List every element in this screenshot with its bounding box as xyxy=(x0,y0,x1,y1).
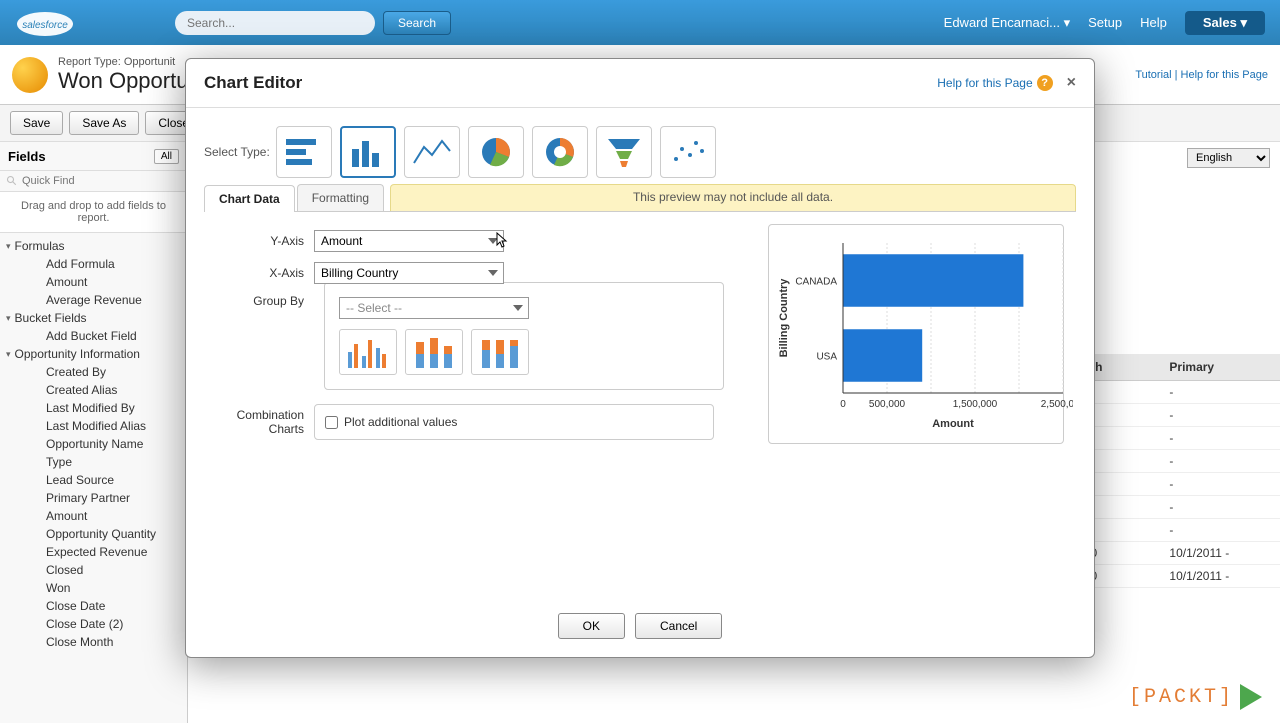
chart-type-pie[interactable] xyxy=(468,126,524,178)
tab-chart-data[interactable]: Chart Data xyxy=(204,185,295,212)
svg-text:CANADA: CANADA xyxy=(795,277,837,288)
svg-text:USA: USA xyxy=(816,352,837,363)
modal-help-link[interactable]: Help for this Page ? xyxy=(937,75,1052,91)
plot-additional-checkbox[interactable]: Plot additional values xyxy=(325,415,703,429)
chart-type-hbar[interactable] xyxy=(276,126,332,178)
preview-warning: This preview may not include all data. xyxy=(390,184,1076,211)
groupby-select[interactable]: -- Select -- xyxy=(339,297,529,319)
group-style-3[interactable] xyxy=(471,329,529,375)
cancel-button[interactable]: Cancel xyxy=(635,613,722,639)
chart-type-scatter[interactable] xyxy=(660,126,716,178)
ok-button[interactable]: OK xyxy=(558,613,625,639)
svg-text:Amount: Amount xyxy=(932,418,974,430)
modal-overlay: Chart Editor Help for this Page ? × Sele… xyxy=(0,0,1280,720)
select-type-label: Select Type: xyxy=(204,145,276,159)
yaxis-select[interactable]: Amount xyxy=(314,230,504,252)
svg-text:0: 0 xyxy=(840,399,846,410)
chart-type-funnel[interactable] xyxy=(596,126,652,178)
chart-preview: 0500,0001,500,0002,500,000CANADAUSAAmoun… xyxy=(768,224,1064,444)
watermark: [PACKT] xyxy=(1129,684,1262,710)
yaxis-label: Y-Axis xyxy=(204,234,314,248)
combination-label: Combination Charts xyxy=(204,408,314,437)
modal-close-button[interactable]: × xyxy=(1067,74,1076,92)
play-icon xyxy=(1240,684,1262,710)
xaxis-select[interactable]: Billing Country xyxy=(314,262,504,284)
svg-text:Billing Country: Billing Country xyxy=(778,278,790,358)
chart-type-vbar[interactable] xyxy=(340,126,396,178)
help-icon: ? xyxy=(1037,75,1053,91)
xaxis-label: X-Axis xyxy=(204,266,314,280)
chart-type-line[interactable] xyxy=(404,126,460,178)
svg-text:1,500,000: 1,500,000 xyxy=(953,399,998,410)
svg-text:2,500,000: 2,500,000 xyxy=(1041,399,1073,410)
group-style-2[interactable] xyxy=(405,329,463,375)
tab-formatting[interactable]: Formatting xyxy=(297,184,384,211)
cursor-icon xyxy=(496,232,510,250)
chart-editor-modal: Chart Editor Help for this Page ? × Sele… xyxy=(185,58,1095,658)
chart-type-donut[interactable] xyxy=(532,126,588,178)
svg-text:500,000: 500,000 xyxy=(869,399,906,410)
groupby-label: Group By xyxy=(204,294,314,308)
modal-title: Chart Editor xyxy=(204,73,302,93)
group-style-1[interactable] xyxy=(339,329,397,375)
